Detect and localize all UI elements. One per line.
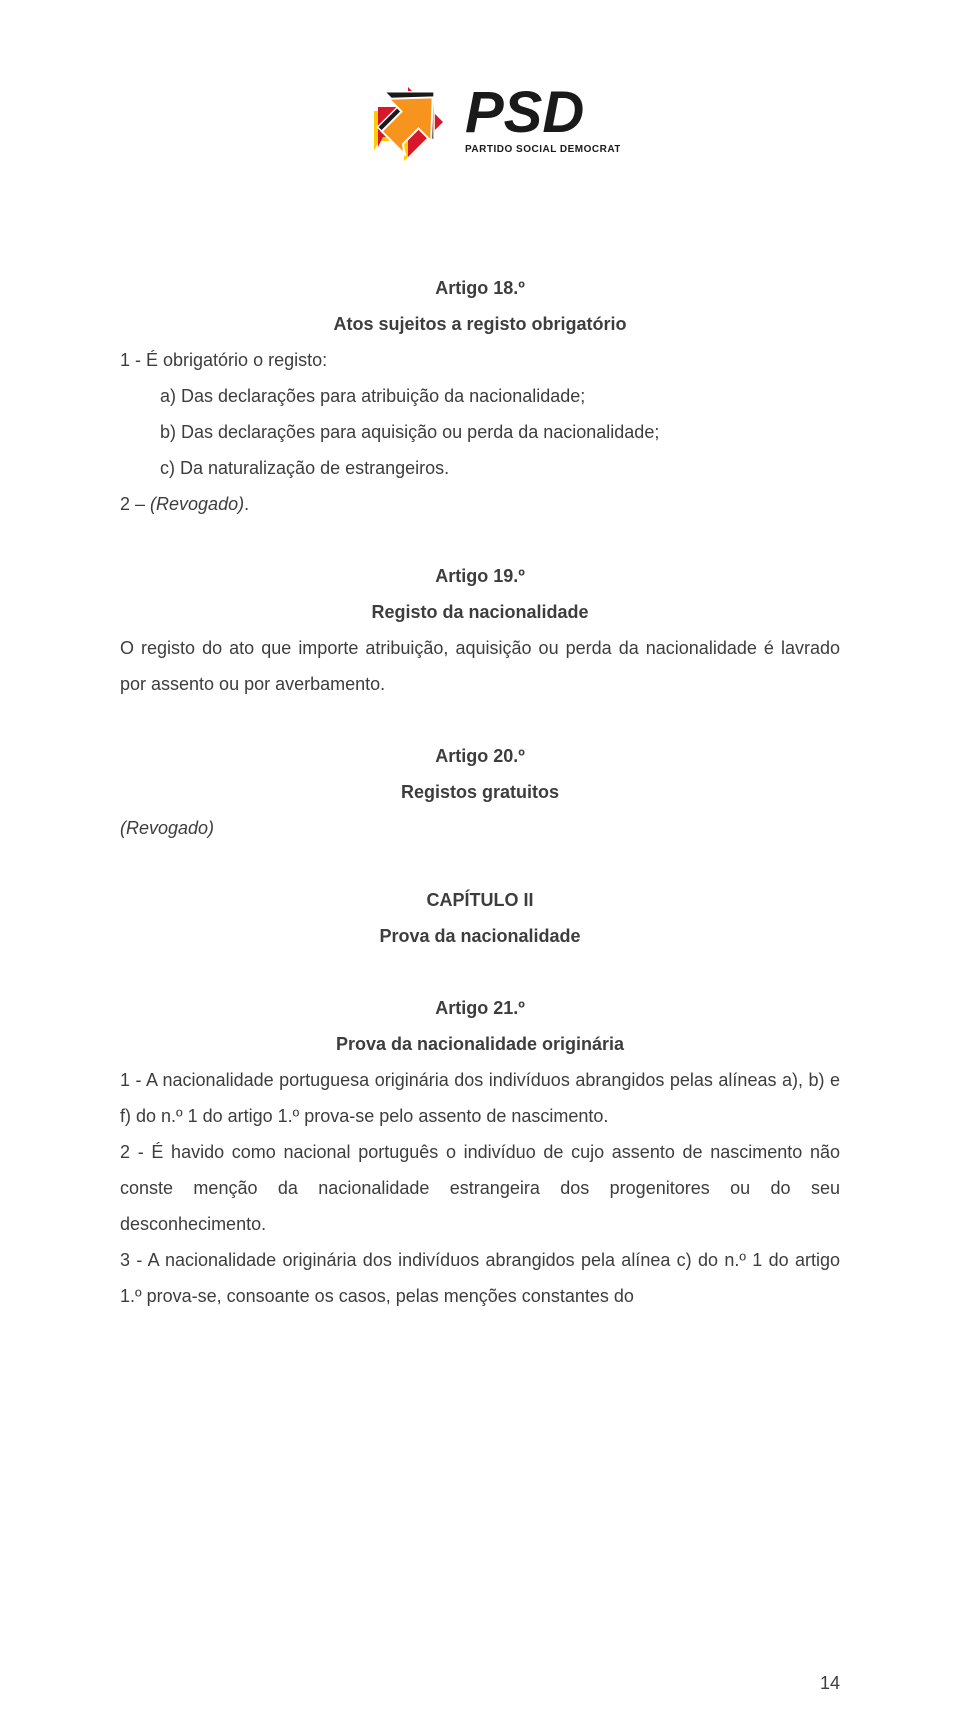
article-18-item-a: a) Das declarações para atribuição da na… — [120, 378, 840, 414]
article-20-revogado: (Revogado) — [120, 810, 840, 846]
page-number: 14 — [820, 1673, 840, 1694]
article-19-body: O registo do ato que importe atribuição,… — [120, 630, 840, 702]
article-18-intro: 1 - É obrigatório o registo: — [120, 342, 840, 378]
psd-logo: PSD PARTIDO SOCIAL DEMOCRATA — [340, 50, 620, 190]
article-18-subtitle: Atos sujeitos a registo obrigatório — [120, 306, 840, 342]
article-18-line2: 2 – (Revogado). — [120, 486, 840, 522]
article-18-block: Artigo 18.º Atos sujeitos a registo obri… — [120, 270, 840, 522]
article-20-heading: Artigo 20.º — [120, 738, 840, 774]
article-18-heading: Artigo 18.º — [120, 270, 840, 306]
article-20-block: Artigo 20.º Registos gratuitos (Revogado… — [120, 738, 840, 846]
article-21-p1: 1 - A nacionalidade portuguesa originári… — [120, 1062, 840, 1134]
article-19-heading: Artigo 19.º — [120, 558, 840, 594]
article-21-p3: 3 - A nacionalidade originária dos indiv… — [120, 1242, 840, 1314]
article-21-p2: 2 - É havido como nacional português o i… — [120, 1134, 840, 1242]
chapter-2-heading: CAPÍTULO II — [120, 882, 840, 918]
article-18-item-c: c) Da naturalização de estrangeiros. — [120, 450, 840, 486]
logo-sub-text: PARTIDO SOCIAL DEMOCRATA — [465, 144, 620, 155]
article-19-block: Artigo 19.º Registo da nacionalidade O r… — [120, 558, 840, 702]
logo-container: PSD PARTIDO SOCIAL DEMOCRATA — [120, 50, 840, 190]
article-21-subtitle: Prova da nacionalidade originária — [120, 1026, 840, 1062]
article-21-heading: Artigo 21.º — [120, 990, 840, 1026]
article-21-block: Artigo 21.º Prova da nacionalidade origi… — [120, 990, 840, 1314]
article-18-item-b: b) Das declarações para aquisição ou per… — [120, 414, 840, 450]
article-20-subtitle: Registos gratuitos — [120, 774, 840, 810]
article-19-subtitle: Registo da nacionalidade — [120, 594, 840, 630]
chapter-2-subtitle: Prova da nacionalidade — [120, 918, 840, 954]
logo-main-text: PSD — [465, 80, 584, 145]
chapter-2-block: CAPÍTULO II Prova da nacionalidade — [120, 882, 840, 954]
